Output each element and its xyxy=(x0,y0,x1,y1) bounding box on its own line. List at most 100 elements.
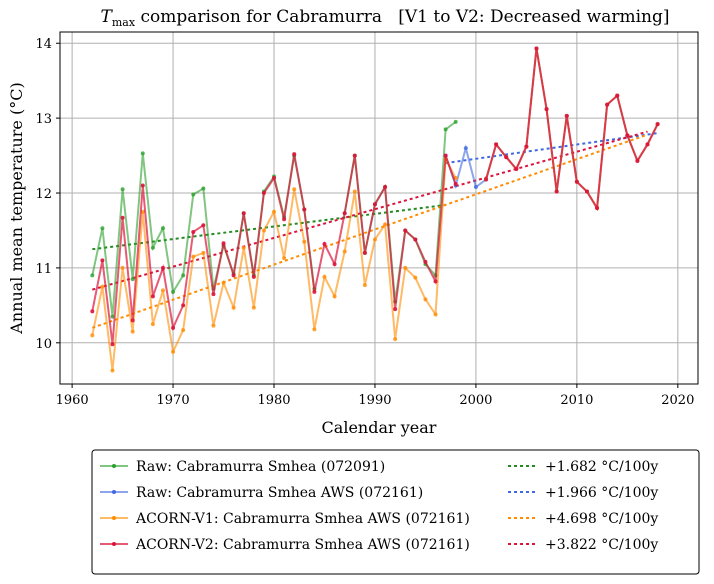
data-point xyxy=(160,265,165,270)
data-point xyxy=(564,113,569,118)
data-point xyxy=(120,215,125,220)
data-point xyxy=(625,133,630,138)
data-point xyxy=(110,342,115,347)
data-point xyxy=(524,144,529,149)
data-point xyxy=(110,314,115,319)
data-point xyxy=(150,294,155,299)
data-point xyxy=(150,245,155,250)
data-point xyxy=(90,309,95,314)
data-point xyxy=(584,189,589,194)
data-point xyxy=(383,185,388,190)
data-point xyxy=(574,179,579,184)
data-point xyxy=(433,279,438,284)
data-point xyxy=(332,262,337,267)
data-point xyxy=(261,191,266,196)
data-point xyxy=(342,211,347,216)
data-point xyxy=(191,192,196,197)
y-tick-label: 10 xyxy=(35,337,52,352)
legend-marker xyxy=(112,464,116,468)
legend-label: Raw: Cabramurra Smhea AWS (072161) xyxy=(136,485,423,501)
data-point xyxy=(322,274,327,279)
data-point xyxy=(423,297,428,302)
data-point xyxy=(403,228,408,233)
data-point xyxy=(393,307,398,312)
data-point xyxy=(160,288,165,293)
legend-marker xyxy=(112,490,116,494)
y-tick-label: 14 xyxy=(35,37,52,52)
data-point xyxy=(645,142,650,147)
data-point xyxy=(534,46,539,51)
data-point xyxy=(595,206,600,210)
data-point xyxy=(100,284,105,289)
legend xyxy=(91,449,700,575)
data-point xyxy=(372,237,377,242)
data-point xyxy=(453,182,458,187)
data-point xyxy=(171,289,176,294)
data-point xyxy=(554,189,559,194)
data-point xyxy=(605,102,610,107)
data-point xyxy=(140,183,145,188)
series-line xyxy=(485,48,659,212)
data-point xyxy=(261,228,266,233)
data-point xyxy=(201,223,206,228)
data-point xyxy=(191,229,196,234)
data-point xyxy=(322,241,327,246)
data-point xyxy=(342,249,347,254)
data-point xyxy=(181,328,186,333)
data-point xyxy=(514,167,519,172)
data-point xyxy=(635,158,640,163)
data-point xyxy=(130,318,135,323)
data-point xyxy=(302,239,307,244)
data-point xyxy=(100,226,105,231)
x-tick-label: 1990 xyxy=(358,393,391,408)
data-point xyxy=(130,277,135,282)
legend-marker xyxy=(112,542,116,546)
legend-marker xyxy=(112,516,116,520)
data-point xyxy=(413,237,418,242)
data-point xyxy=(504,155,509,160)
data-point xyxy=(292,152,297,157)
legend-trend-label: +3.822 °C/100y xyxy=(545,537,658,553)
data-point xyxy=(181,303,186,308)
data-point xyxy=(150,322,155,327)
data-point xyxy=(302,207,307,212)
data-point xyxy=(221,280,226,285)
legend-label: Raw: Cabramurra Smhea (072091) xyxy=(136,459,385,475)
data-point xyxy=(655,122,660,127)
data-point xyxy=(463,146,468,151)
data-point xyxy=(443,153,448,158)
data-point xyxy=(443,127,448,132)
data-point xyxy=(282,256,287,261)
data-point xyxy=(615,93,620,98)
data-point xyxy=(231,273,236,278)
series-line xyxy=(485,48,659,212)
data-point xyxy=(171,325,176,330)
data-point xyxy=(120,265,125,270)
data-point xyxy=(181,273,186,278)
data-point xyxy=(362,250,367,255)
data-point xyxy=(362,283,367,288)
data-point xyxy=(352,153,357,158)
plot-frame xyxy=(59,31,699,385)
data-point xyxy=(211,292,216,297)
data-point xyxy=(423,259,428,264)
data-point xyxy=(332,294,337,299)
y-tick-label: 12 xyxy=(35,187,52,202)
data-point xyxy=(393,337,398,342)
data-point xyxy=(403,265,408,270)
data-point xyxy=(453,119,458,124)
chart-title: Tmax comparison for Cabramurra [V1 to V2… xyxy=(101,7,670,29)
x-tick-label: 1970 xyxy=(157,393,190,408)
data-point xyxy=(221,241,226,246)
data-point xyxy=(241,245,246,250)
data-point xyxy=(251,305,256,310)
data-point xyxy=(160,226,165,231)
data-point xyxy=(171,349,176,354)
data-point xyxy=(201,186,206,191)
x-tick-label: 2010 xyxy=(560,393,593,408)
data-point xyxy=(372,202,377,207)
y-axis-label: Annual mean temperature (°C) xyxy=(7,82,26,334)
data-point xyxy=(383,222,388,227)
data-point xyxy=(484,177,489,182)
